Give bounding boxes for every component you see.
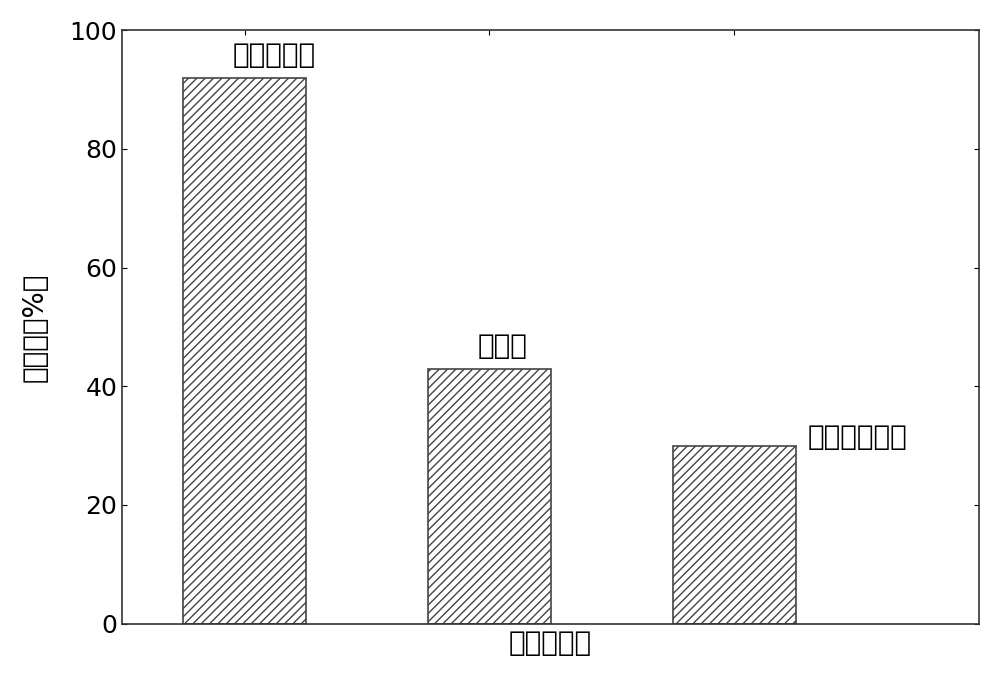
- Text: 改性石墨烯: 改性石墨烯: [232, 41, 315, 69]
- Bar: [673, 445, 796, 624]
- Text: 石墨烯: 石墨烯: [477, 332, 527, 359]
- Bar: [428, 369, 551, 624]
- Bar: [183, 78, 306, 624]
- Text: 壳聚糖季錢盐: 壳聚糖季錢盐: [808, 422, 908, 451]
- X-axis label: 吸附剂种类: 吸附剂种类: [509, 629, 592, 657]
- Y-axis label: 吸附率（%）: 吸附率（%）: [21, 273, 49, 382]
